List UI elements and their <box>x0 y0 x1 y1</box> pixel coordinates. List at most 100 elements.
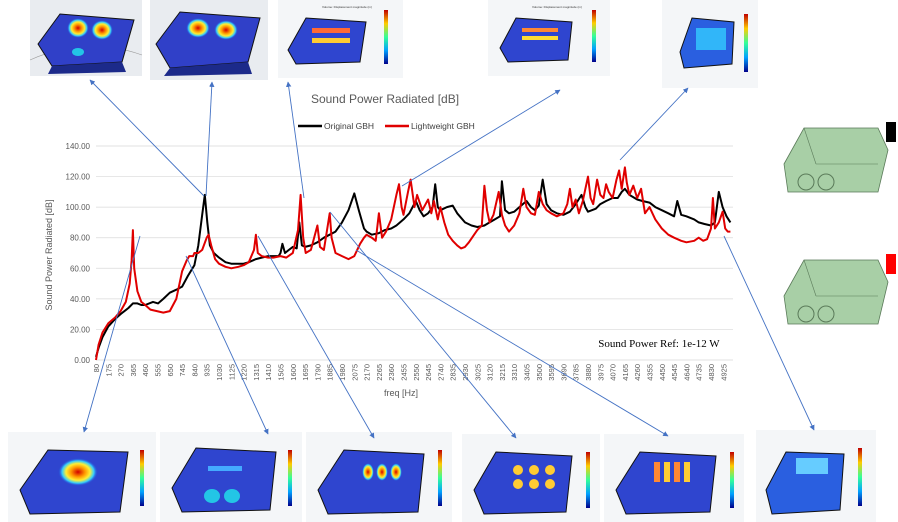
x-tick-label: 1885 <box>326 364 335 381</box>
x-tick-label: 3880 <box>584 364 593 381</box>
x-tick-label: 3975 <box>596 364 605 381</box>
thumbnail-bottom-3 <box>306 432 452 522</box>
x-tick-labels: 80 175 270 365 460 555 650 745 840 935 1030 1125 122… <box>92 364 728 381</box>
x-tick-label: 270 <box>117 364 126 377</box>
x-tick-label: 650 <box>166 364 175 377</box>
series-line-lightweight <box>95 166 731 361</box>
x-tick-label: 460 <box>141 364 150 377</box>
y-tick-label: 20.00 <box>70 325 91 334</box>
x-tick-label: 2170 <box>363 364 372 381</box>
thumbnail-top-1 <box>29 0 143 76</box>
x-tick-label: 3120 <box>486 364 495 381</box>
x-tick-label: 1980 <box>338 364 347 381</box>
x-tick-label: 555 <box>153 364 162 377</box>
x-tick-label: 4640 <box>682 364 691 381</box>
thumbnail-top-3: Volume: Displacement magnitude (m) <box>278 0 403 78</box>
thumbnail-bottom-5 <box>604 434 744 522</box>
x-tick-label: 4545 <box>670 364 679 381</box>
x-tick-label: 3785 <box>572 364 581 381</box>
x-tick-label: 2265 <box>375 364 384 381</box>
x-tick-label: 745 <box>178 364 187 377</box>
thumbnail-bottom-4 <box>462 434 600 522</box>
arrow-1 <box>89 79 205 197</box>
y-tick-label: 80.00 <box>70 234 91 243</box>
y-axis-label: Sound Power Radiated [dB] <box>44 199 54 310</box>
arrow-9 <box>329 211 517 439</box>
reference-annotation: Sound Power Ref: 1e-12 W <box>598 338 720 350</box>
x-tick-label: 1125 <box>227 364 236 380</box>
x-tick-label: 1030 <box>215 364 224 381</box>
arrow-11 <box>723 235 815 431</box>
x-tick-label: 3690 <box>559 364 568 381</box>
x-tick-label: 3025 <box>473 364 482 381</box>
x-tick-label: 4450 <box>658 364 667 381</box>
arrow-7 <box>185 255 269 435</box>
x-tick-label: 4260 <box>633 364 642 381</box>
thumbnail-bottom-2 <box>160 432 302 522</box>
y-tick-label: 120.00 <box>66 173 91 182</box>
x-tick-label: 3310 <box>510 364 519 381</box>
x-tick-label: 4735 <box>695 364 704 381</box>
x-tick-label: 1790 <box>313 364 322 381</box>
x-tick-label: 3405 <box>522 364 531 381</box>
x-tick-label: 3595 <box>547 364 556 381</box>
arrow-8 <box>257 235 375 439</box>
arrow-3 <box>285 81 305 199</box>
thumbnail-top-3-caption: Volume: Displacement magnitude (m) <box>322 5 372 9</box>
model-lightweight <box>783 254 896 325</box>
x-tick-label: 175 <box>104 364 113 377</box>
x-tick-label: 80 <box>92 364 101 372</box>
thumbnail-top-2 <box>150 0 268 80</box>
x-tick-label: 1410 <box>264 364 273 381</box>
x-tick-label: 2455 <box>399 364 408 381</box>
x-tick-label: 2740 <box>436 364 445 381</box>
x-tick-label: 840 <box>190 364 199 377</box>
x-tick-label: 2930 <box>461 364 470 381</box>
x-tick-label: 2835 <box>449 364 458 381</box>
x-tick-label: 365 <box>129 364 138 377</box>
x-tick-label: 1220 <box>240 364 249 381</box>
x-tick-label: 4355 <box>645 364 654 381</box>
legend-label-lightweight: Lightweight GBH <box>411 121 475 131</box>
x-tick-label: 4165 <box>621 364 630 381</box>
x-tick-label: 4925 <box>719 364 728 381</box>
arrow-10 <box>355 249 669 437</box>
legend: Original GBH Lightweight GBH <box>298 121 475 131</box>
arrow-4 <box>401 89 561 187</box>
x-tick-label: 4830 <box>707 364 716 381</box>
x-tick-label: 3500 <box>535 364 544 381</box>
x-tick-label: 2550 <box>412 364 421 381</box>
series-lines <box>95 166 732 361</box>
chart: Sound Power Radiated [dB] Original GBH L… <box>44 92 733 398</box>
y-tick-label: 40.00 <box>70 295 91 304</box>
arrow-6 <box>82 235 141 433</box>
x-tick-label: 1600 <box>289 364 298 381</box>
arrow-2 <box>205 81 215 197</box>
x-tick-label: 1505 <box>276 364 285 381</box>
x-tick-label: 4070 <box>609 364 618 381</box>
model-original <box>783 122 896 193</box>
y-tick-label: 100.00 <box>66 203 91 212</box>
thumbnail-top-4-caption: Volume: Displacement magnitude (m) <box>532 5 582 9</box>
y-tick-label: 140.00 <box>66 142 91 151</box>
thumbnail-top-5 <box>662 0 758 88</box>
arrow-5 <box>619 87 689 161</box>
thumbnail-bottom-1 <box>8 432 156 522</box>
y-tick-label: 60.00 <box>70 264 91 273</box>
legend-label-original: Original GBH <box>324 121 374 131</box>
x-tick-label: 1315 <box>252 364 261 381</box>
thumbnail-top-4: Volume: Displacement magnitude (m) <box>488 0 610 76</box>
thumbnail-bottom-6 <box>756 430 876 522</box>
y-tick-labels: 0.00 20.00 40.00 60.00 80.00 100.00 120.00 140.… <box>66 142 91 365</box>
x-tick-label: 1695 <box>301 364 310 381</box>
x-tick-label: 2645 <box>424 364 433 381</box>
x-axis-label: freq [Hz] <box>384 388 418 398</box>
x-tick-label: 935 <box>203 364 212 377</box>
x-tick-label: 2075 <box>350 364 359 381</box>
annotation-arrows <box>82 79 815 439</box>
chart-title: Sound Power Radiated [dB] <box>311 92 459 106</box>
x-tick-label: 2360 <box>387 364 396 381</box>
y-tick-label: 0.00 <box>74 356 90 365</box>
x-tick-label: 3215 <box>498 364 507 381</box>
